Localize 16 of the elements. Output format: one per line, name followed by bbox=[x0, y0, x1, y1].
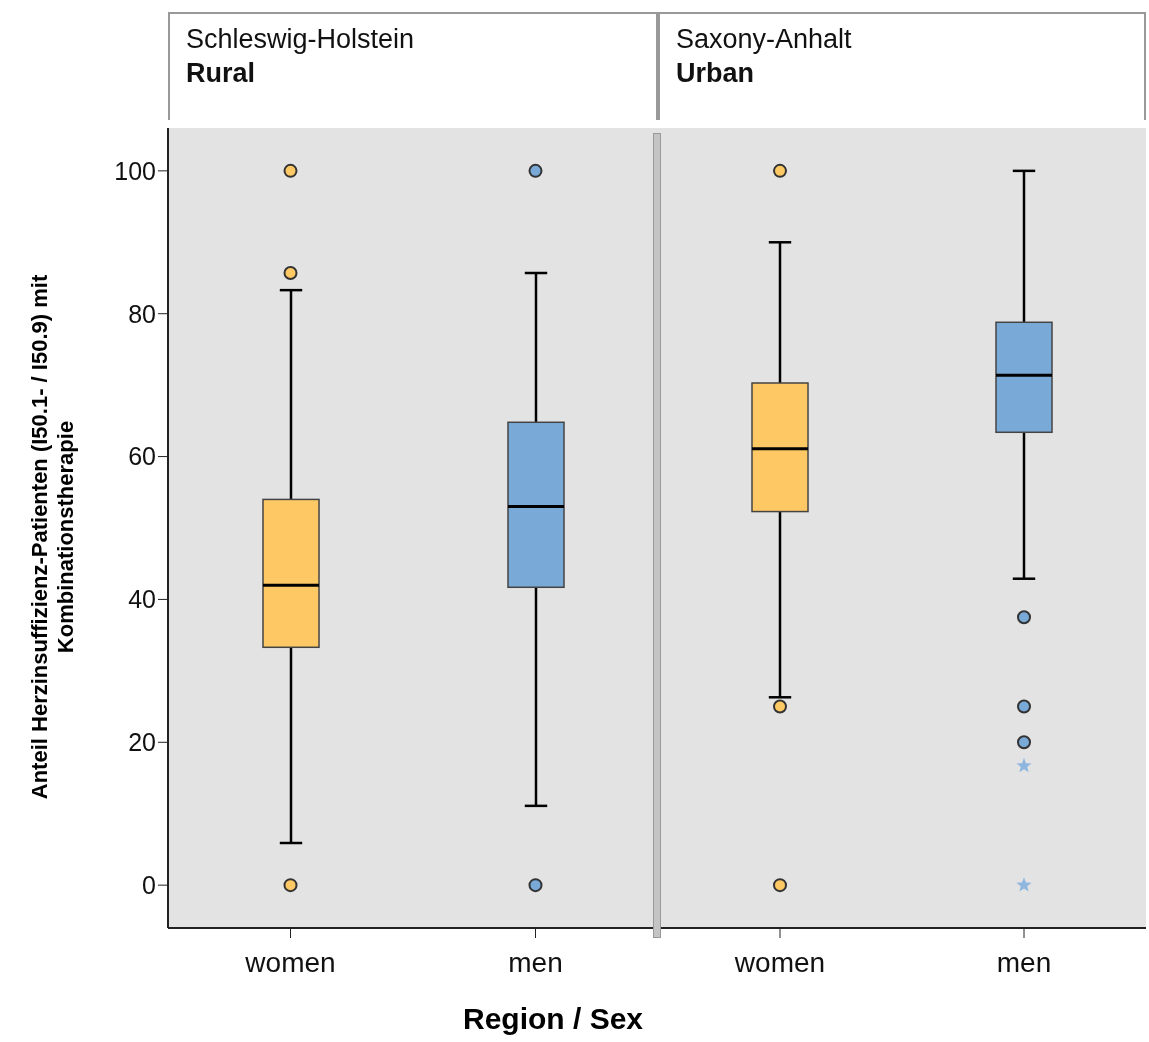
x-axis-title: Region / Sex bbox=[462, 1002, 644, 1035]
x-tick-label: men bbox=[996, 946, 1052, 978]
x-tick-label: women bbox=[244, 946, 336, 978]
x-tick-label: women bbox=[733, 946, 826, 978]
x-tick-label: men bbox=[508, 946, 563, 978]
y-tick-label: 20 bbox=[128, 728, 156, 757]
y-tick-label: 80 bbox=[128, 299, 156, 328]
chart-title: Schleswig-Holstein bbox=[186, 23, 416, 56]
y-tick-label: 60 bbox=[128, 442, 156, 471]
y-axis-title: Anteil Herzinsuffizienz-Patienten (I50.1- / I50.9) mit Kombinationstherapie bbox=[27, 273, 79, 802]
y-tick-label: 0 bbox=[142, 871, 156, 900]
y-tick-label: 40 bbox=[128, 585, 156, 614]
y-tick-label: 100 bbox=[114, 156, 156, 185]
chart-subtitle: Rural bbox=[186, 57, 257, 90]
chart-subtitle: Urban bbox=[676, 57, 755, 90]
chart-title: Saxony-Anhalt bbox=[676, 23, 853, 56]
